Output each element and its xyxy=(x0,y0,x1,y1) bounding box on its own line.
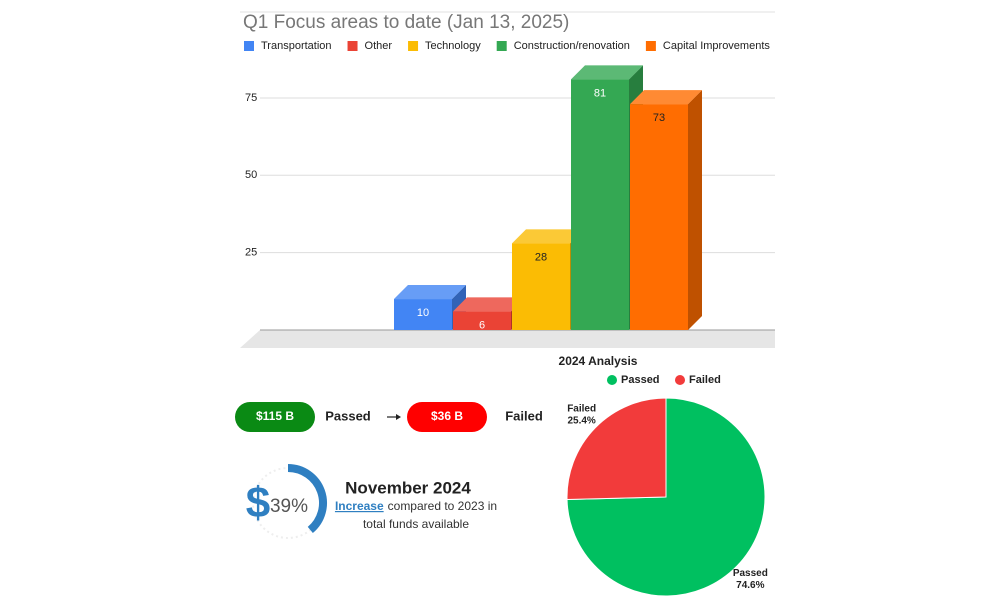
legend-label: Passed xyxy=(621,374,660,386)
heading: November 2024 xyxy=(345,478,471,497)
legend-dot xyxy=(675,375,685,385)
bar-top-shade xyxy=(512,229,584,244)
legend-label: Transportation xyxy=(261,40,332,52)
data-label: 81 xyxy=(594,87,606,99)
slice-value: 25.4% xyxy=(567,415,595,426)
bar-top-shade xyxy=(394,285,466,300)
data-label: 10 xyxy=(417,307,429,319)
bar-top xyxy=(453,297,525,312)
data-label: 28 xyxy=(535,251,547,263)
legend-swatch xyxy=(496,41,507,51)
failed-pill xyxy=(407,402,487,432)
failed-label: Failed xyxy=(505,408,543,423)
y-tick-label: 25 xyxy=(245,247,257,259)
failed-amount: $36 B xyxy=(431,409,463,423)
slice-category: Passed xyxy=(733,568,768,579)
floor xyxy=(240,330,775,348)
description-line: total funds available xyxy=(363,517,469,531)
legend-swatch xyxy=(244,41,254,51)
data-label: 73 xyxy=(653,112,665,124)
bar-top xyxy=(571,65,643,80)
pie-slice xyxy=(566,397,667,501)
legend-swatch xyxy=(347,41,358,51)
legend-dot xyxy=(607,375,617,385)
legend-label: Construction/renovation xyxy=(514,40,630,52)
legend-label: Other xyxy=(365,40,393,52)
passed-label: Passed xyxy=(325,408,371,423)
bar-top-shade xyxy=(630,90,702,105)
bar xyxy=(394,299,452,330)
bar-top xyxy=(512,229,584,244)
legend-swatch xyxy=(645,41,656,51)
bar xyxy=(630,104,688,330)
slice-value: 74.6% xyxy=(736,580,764,591)
bar-top xyxy=(630,90,702,105)
bar-side-shade xyxy=(688,90,702,330)
passed-pill xyxy=(235,402,315,432)
arrow-head xyxy=(396,414,401,420)
y-tick-label: 50 xyxy=(245,169,257,181)
description: Increase compared to 2023 in xyxy=(335,499,497,513)
passed-amount: $115 B xyxy=(256,409,294,423)
bar-side xyxy=(688,90,702,330)
bar-top-shade xyxy=(453,297,525,312)
bar xyxy=(453,311,511,330)
gauge-value: 39% xyxy=(270,496,308,517)
description-line: compared to 2023 in xyxy=(388,499,497,513)
chart-title: Q1 Focus areas to date (Jan 13, 2025) xyxy=(243,12,569,33)
legend-label: Capital Improvements xyxy=(663,40,770,52)
bar-top xyxy=(394,285,466,300)
bar xyxy=(512,243,570,330)
bar xyxy=(571,79,629,331)
legend-label: Technology xyxy=(425,40,481,52)
bar-top-shade xyxy=(571,65,643,80)
legend-label: Failed xyxy=(689,374,721,386)
pie-title: 2024 Analysis xyxy=(559,354,638,368)
y-tick-label: 75 xyxy=(245,92,257,104)
gauge-arc xyxy=(287,464,327,534)
highlight: Increase xyxy=(335,499,384,513)
legend-swatch xyxy=(408,41,419,51)
data-label: 6 xyxy=(479,319,485,331)
currency-sign: $ xyxy=(246,479,270,528)
slice-category: Failed xyxy=(567,403,596,414)
